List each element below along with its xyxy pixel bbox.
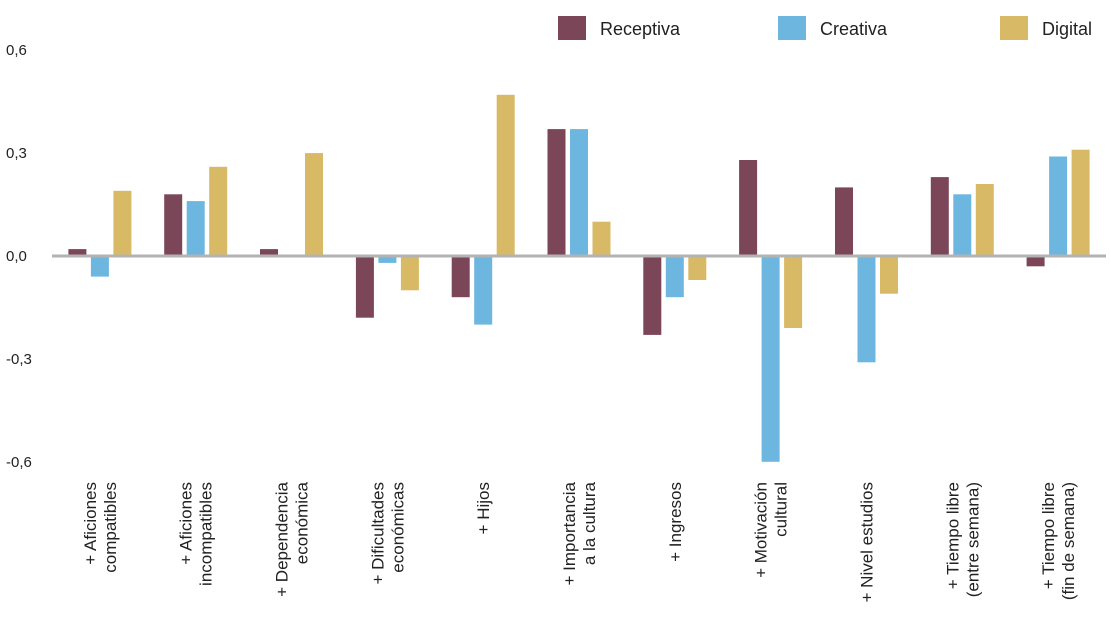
- bar: [68, 249, 87, 256]
- x-tick-label: + Motivación cultural: [752, 482, 791, 578]
- x-tick-label-line: + Ingresos: [666, 482, 685, 562]
- x-tick-label-line: económica: [293, 481, 312, 564]
- x-tick-label-line: + Aficiones: [177, 482, 196, 565]
- legend: Receptiva Creativa Digital: [558, 16, 1092, 40]
- x-tick-label-line: a la cultura: [580, 481, 599, 565]
- bar: [113, 190, 132, 256]
- x-tick-label-line: incompatibles: [197, 482, 216, 586]
- bar: [592, 221, 611, 256]
- y-tick-label: -0,6: [6, 454, 32, 471]
- bar: [643, 256, 662, 335]
- x-tick-label: + Dependencia económica: [273, 481, 312, 596]
- x-tick-label-line: + Dependencia: [273, 481, 292, 596]
- legend-label: Creativa: [820, 19, 888, 39]
- bar: [451, 256, 470, 298]
- x-tick-label: + Tiempo libre (fin de semana): [1039, 482, 1078, 600]
- legend-swatch: [558, 16, 586, 40]
- x-tick-label: + Hijos: [474, 482, 493, 534]
- bars: [68, 94, 1090, 462]
- bar: [688, 256, 707, 280]
- x-tick-label-line: económicas: [388, 482, 407, 573]
- bar: [355, 256, 374, 318]
- bar: [400, 256, 419, 291]
- bar: [784, 256, 803, 328]
- y-tick-label: 0,6: [6, 42, 27, 59]
- legend-swatch: [778, 16, 806, 40]
- x-tick-label-line: + Hijos: [474, 482, 493, 534]
- bar: [164, 194, 183, 256]
- x-tick-label-line: + Aficiones: [81, 482, 100, 565]
- x-tick-label: + Dificultades económicas: [368, 482, 407, 585]
- x-tick-label-line: + Dificultades: [368, 482, 387, 585]
- x-tick-label-line: + Motivación: [752, 482, 771, 578]
- x-tick-label-line: + Importancia: [560, 481, 579, 585]
- bar: [1049, 156, 1068, 256]
- x-tick-label-line: cultural: [772, 482, 791, 537]
- legend-swatch: [1000, 16, 1028, 40]
- bar: [570, 129, 588, 256]
- bar: [665, 256, 684, 298]
- x-tick-label-line: compatibles: [101, 482, 120, 573]
- x-tick-label: + Aficiones incompatibles: [177, 482, 216, 586]
- bar: [1071, 149, 1090, 256]
- bar: [90, 256, 109, 277]
- bar: [474, 256, 493, 325]
- x-tick-label-line: (entre semana): [963, 482, 982, 597]
- bar: [1026, 256, 1045, 267]
- y-axis: 0,6 0,3 0,0 -0,3 -0,6: [6, 42, 32, 471]
- x-tick-label: + Tiempo libre (entre semana): [943, 482, 982, 597]
- bar: [209, 166, 228, 256]
- bar: [496, 94, 515, 256]
- bar: [378, 256, 397, 263]
- y-tick-label: 0,0: [6, 248, 27, 265]
- legend-label: Digital: [1042, 19, 1092, 39]
- x-axis-labels: + Aficiones compatibles + Aficiones incompa…: [81, 481, 1078, 602]
- x-tick-label-line: + Tiempo libre: [943, 482, 962, 589]
- x-tick-label-line: + Nivel estudios: [858, 482, 877, 602]
- bar: [739, 160, 758, 256]
- bar: [547, 129, 566, 256]
- bar: [880, 256, 898, 294]
- x-tick-label: + Ingresos: [666, 482, 685, 562]
- bar: [953, 194, 972, 256]
- x-tick-label: + Aficiones compatibles: [81, 482, 120, 573]
- bar: [835, 187, 853, 256]
- x-tick-label: + Importancia a la cultura: [560, 481, 599, 585]
- bar: [857, 256, 876, 363]
- legend-label: Receptiva: [600, 19, 681, 39]
- bar: [930, 177, 949, 256]
- x-tick-label: + Nivel estudios: [858, 482, 877, 602]
- y-tick-label: -0,3: [6, 351, 32, 368]
- bar: [186, 201, 205, 256]
- x-tick-label-line: + Tiempo libre: [1039, 482, 1058, 589]
- y-tick-label: 0,3: [6, 145, 27, 162]
- bar: [761, 256, 780, 462]
- bar: [260, 249, 278, 256]
- bar: [975, 184, 994, 256]
- bar: [305, 153, 323, 256]
- x-tick-label-line: (fin de semana): [1059, 482, 1078, 600]
